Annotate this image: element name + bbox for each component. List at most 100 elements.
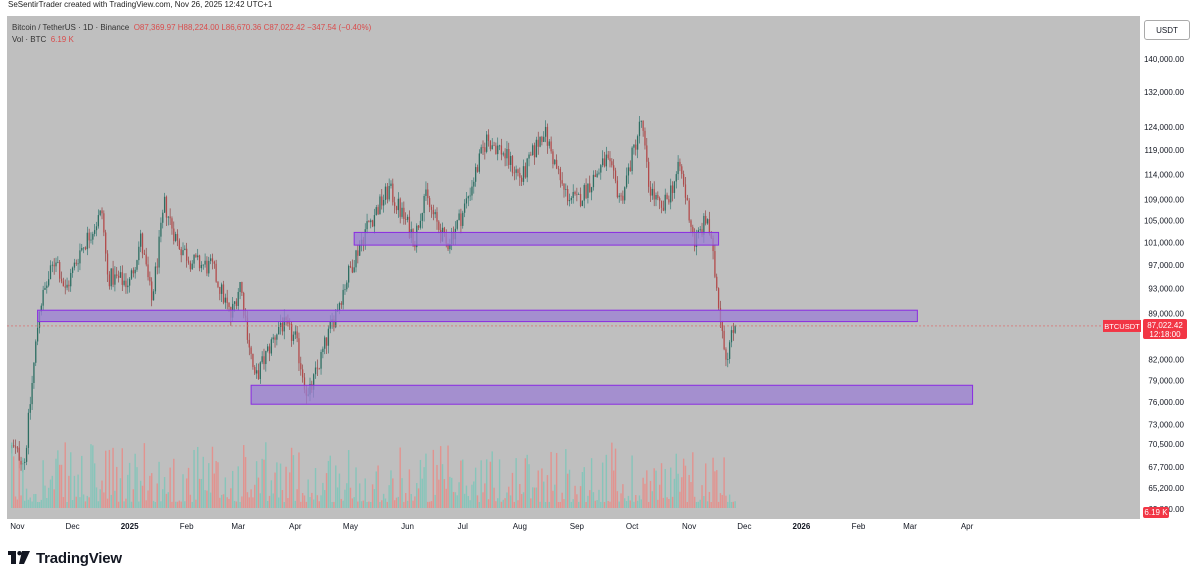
volume-bar [132, 489, 135, 508]
volume-bar [346, 483, 348, 508]
support-zone[interactable] [250, 384, 974, 405]
volume-bar [456, 495, 458, 508]
volume-bar [57, 450, 59, 508]
candle-body [705, 215, 707, 224]
candle-body [57, 262, 59, 263]
candle-body [679, 161, 681, 167]
candle-body [143, 253, 146, 255]
volume-bar [25, 488, 28, 508]
volume-bar [478, 501, 481, 508]
candle-body [509, 156, 512, 165]
volume-bar [276, 462, 278, 508]
candle-body [598, 172, 600, 174]
volume-bar [12, 456, 15, 508]
candle-body [546, 126, 549, 146]
candle-body [473, 181, 475, 187]
volume-bar [119, 478, 122, 508]
currency-badge[interactable]: USDT [1144, 20, 1190, 40]
support-zone[interactable] [37, 309, 918, 323]
time-tick-label: Apr [289, 522, 302, 531]
volume-bar [46, 498, 48, 508]
candle-body [592, 174, 595, 188]
candle-body [561, 180, 563, 184]
volume-bar [130, 501, 133, 508]
price-tick-label: 132,000.00 [1144, 88, 1185, 97]
volume-bar [734, 501, 736, 508]
volume-bar [178, 500, 181, 508]
volume-bar [187, 467, 190, 508]
volume-bar [497, 498, 499, 508]
volume-bar [112, 447, 114, 508]
volume-bar [535, 487, 538, 508]
candle-body [567, 188, 569, 202]
volume-bar [176, 501, 179, 508]
candle-body [539, 136, 541, 147]
volume-bar [314, 468, 317, 508]
volume-bar [160, 501, 162, 508]
candle-body [130, 270, 133, 279]
candle-body [399, 198, 401, 217]
candle-body [265, 350, 267, 365]
candle-body [681, 166, 683, 174]
price-tick-label: 140,000.00 [1144, 55, 1185, 64]
volume-bar [377, 465, 379, 508]
volume-bar [642, 477, 644, 508]
volume-bar [629, 500, 631, 508]
volume-label[interactable]: Vol · BTC [12, 35, 47, 44]
volume-bar [723, 457, 725, 508]
volume-bar [570, 501, 573, 508]
candle-body [241, 281, 243, 293]
candle-body [250, 347, 252, 354]
volume-bar [24, 500, 26, 508]
last-price-box[interactable] [1143, 318, 1187, 339]
volume-bar [79, 497, 81, 508]
candle-body [449, 243, 451, 250]
price-tick-label: 82,000.00 [1148, 355, 1184, 364]
candle-body [638, 121, 641, 137]
volume-bar [278, 497, 280, 508]
price-axis-panel[interactable] [1140, 16, 1193, 537]
volume-bar [141, 485, 144, 508]
candle-body [629, 167, 631, 172]
candle-body [613, 165, 615, 171]
volume-bar [232, 470, 234, 508]
time-axis-panel[interactable] [7, 519, 1140, 537]
chart-area[interactable]: 140,000.00 132,000.00 124,000.00 119,000.00… [7, 16, 1193, 537]
volume-bar [675, 453, 677, 508]
candle-body [513, 172, 515, 174]
candle-body [163, 196, 166, 213]
time-tick-label: May [343, 522, 358, 531]
volume-bar [320, 495, 322, 508]
volume-bar [653, 468, 655, 508]
candle-body [456, 220, 458, 229]
price-tick-label: 97,000.00 [1148, 261, 1184, 270]
candle-body [303, 377, 306, 390]
tradingview-brand[interactable]: TradingView [36, 549, 122, 567]
volume-bar [382, 493, 385, 508]
candle-body [723, 330, 725, 350]
candle-body [274, 337, 276, 340]
candle-body [668, 199, 670, 203]
candle-body [357, 250, 359, 256]
volume-bar [528, 464, 530, 508]
candle-body [204, 260, 206, 265]
support-zone[interactable] [353, 231, 720, 246]
candle-body [338, 303, 341, 311]
candle-body [351, 267, 353, 273]
candle-body [675, 174, 677, 182]
volume-bar [684, 465, 687, 508]
volume-bar [169, 467, 171, 508]
candle-body [176, 233, 179, 241]
symbol-title[interactable]: Bitcoin / TetherUS · 1D · Binance [12, 23, 130, 32]
volume-bar [719, 493, 722, 508]
price-tick-label: 119,000.00 [1145, 146, 1185, 155]
candle-body [92, 233, 94, 240]
candle-body [648, 161, 650, 187]
volume-bar [469, 500, 471, 508]
volume-bar [708, 491, 711, 508]
candle-body [533, 145, 536, 158]
volume-bar [266, 500, 269, 508]
price-chart[interactable]: 140,000.00 132,000.00 124,000.00 119,000.00… [7, 16, 1193, 537]
candle-body [390, 183, 392, 186]
candle-body [578, 194, 580, 195]
